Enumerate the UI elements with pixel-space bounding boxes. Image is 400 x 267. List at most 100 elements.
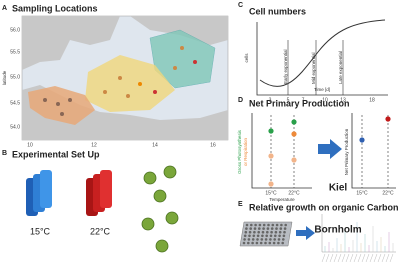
well [251, 238, 255, 241]
label-stub [321, 253, 326, 263]
well [271, 223, 275, 227]
y-axis-label: Gross Photosynthesis [237, 129, 242, 174]
well [261, 230, 265, 234]
panel-title: Sampling Locations [12, 3, 98, 13]
label-stub [369, 253, 374, 263]
label-stub [337, 253, 342, 263]
well [270, 230, 273, 234]
cells [141, 165, 179, 253]
label-stub [345, 253, 350, 263]
well [277, 241, 280, 245]
well [247, 238, 251, 241]
panel-letter: A [2, 5, 7, 12]
y-axis-label: or Respiration [243, 137, 248, 166]
well [262, 227, 265, 230]
well [251, 241, 254, 245]
x-axis-label: Temperature [269, 197, 295, 202]
label-stub [385, 253, 390, 263]
panel-title: Cell numbers [249, 6, 306, 16]
panel-letter: B [2, 150, 7, 157]
x-tick-label: 10 [322, 97, 328, 103]
y-tick-label: 55.0 [10, 74, 20, 80]
y-tick-label: 54.0 [10, 124, 20, 130]
axes [251, 113, 312, 189]
y-tick-label: 56.0 [10, 27, 20, 33]
temperature-label: 22°C [90, 226, 111, 236]
axes [351, 113, 396, 189]
label-stub [357, 253, 362, 263]
well [262, 223, 266, 227]
panel-letter: C [238, 2, 243, 9]
well [284, 223, 288, 227]
red-flasks [86, 170, 112, 216]
panel-title: Relative growth on organic Carbon [249, 202, 399, 212]
blue-flasks [26, 170, 52, 216]
well [258, 223, 262, 227]
dashed-lines [270, 115, 389, 188]
x-axis-label: Time [d] [314, 87, 330, 92]
well [248, 234, 251, 238]
well [278, 234, 281, 238]
well [253, 230, 256, 234]
y-axis-label: cells [244, 53, 249, 63]
x-tick-label: 3 [269, 97, 272, 103]
points [268, 116, 391, 187]
label-stub [329, 253, 334, 263]
label-stub [325, 253, 330, 263]
well [274, 234, 277, 238]
well [277, 238, 281, 241]
x-tick-label: 18 [369, 97, 375, 103]
well [269, 238, 272, 241]
label-stub [389, 253, 394, 263]
growth-curve [259, 19, 386, 87]
label-stub [349, 253, 354, 263]
well [281, 241, 285, 245]
well [261, 234, 264, 238]
well [278, 230, 282, 234]
well [259, 241, 263, 245]
label-stub [373, 253, 378, 263]
y-tick-label: 54.5 [10, 100, 20, 106]
well [247, 241, 250, 245]
well [243, 234, 247, 238]
well [266, 230, 269, 234]
well [255, 241, 259, 245]
well [256, 234, 260, 238]
label-stub [381, 253, 386, 263]
well [260, 238, 264, 241]
well [245, 227, 248, 230]
well [244, 230, 248, 234]
well [248, 230, 252, 234]
well [283, 227, 287, 230]
well [273, 238, 277, 241]
well [275, 227, 278, 230]
well [282, 238, 285, 241]
well [252, 234, 256, 238]
well [266, 227, 270, 230]
well [257, 230, 261, 234]
x-tick-label: 14 [152, 142, 158, 148]
x-tick-label: 16 [210, 142, 216, 148]
well [264, 238, 268, 241]
well [274, 230, 278, 234]
arrow [296, 226, 315, 240]
label-stub [341, 253, 346, 263]
label-stub [333, 253, 338, 263]
well [275, 223, 279, 227]
well [280, 223, 283, 227]
phase-label: Mid exponential [311, 52, 316, 84]
well [283, 230, 286, 234]
well [268, 241, 272, 245]
well [267, 223, 270, 227]
well [250, 223, 253, 227]
x-tick-label: 22°C [382, 190, 394, 196]
well [253, 227, 257, 230]
label-stub [361, 253, 366, 263]
panel-letter: E [238, 201, 243, 208]
well [258, 227, 261, 230]
arrow [318, 139, 342, 159]
wells [242, 223, 288, 245]
y-tick-label: 55.5 [10, 49, 20, 55]
panel-title: Net Primary Production [249, 98, 350, 108]
well [256, 238, 259, 241]
